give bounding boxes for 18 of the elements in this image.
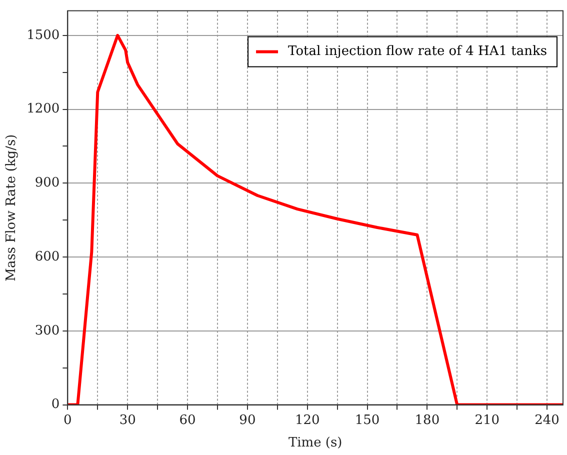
x-tick-label: 210 <box>474 412 500 428</box>
y-tick-label: 300 <box>34 323 60 338</box>
y-tick-label: 1200 <box>26 102 60 117</box>
y-axis-title: Mass Flow Rate (kg/s) <box>4 134 20 282</box>
x-axis-title: Time (s) <box>288 436 342 451</box>
x-tick-label: 120 <box>294 412 320 428</box>
y-tick-label: 900 <box>34 176 60 191</box>
x-tick-label: 150 <box>354 412 380 428</box>
y-tick-label: 600 <box>34 249 60 264</box>
legend-label: Total injection flow rate of 4 HA1 tanks <box>288 44 548 60</box>
x-tick-label: 240 <box>534 412 560 428</box>
y-tick-label: 0 <box>51 397 60 412</box>
x-tick-label: 60 <box>179 412 196 428</box>
x-tick-label: 30 <box>119 412 136 428</box>
x-tick-label: 0 <box>64 412 72 428</box>
x-tick-label: 90 <box>239 412 256 428</box>
y-tick-label: 1500 <box>26 28 60 43</box>
x-tick-label: 180 <box>414 412 440 428</box>
